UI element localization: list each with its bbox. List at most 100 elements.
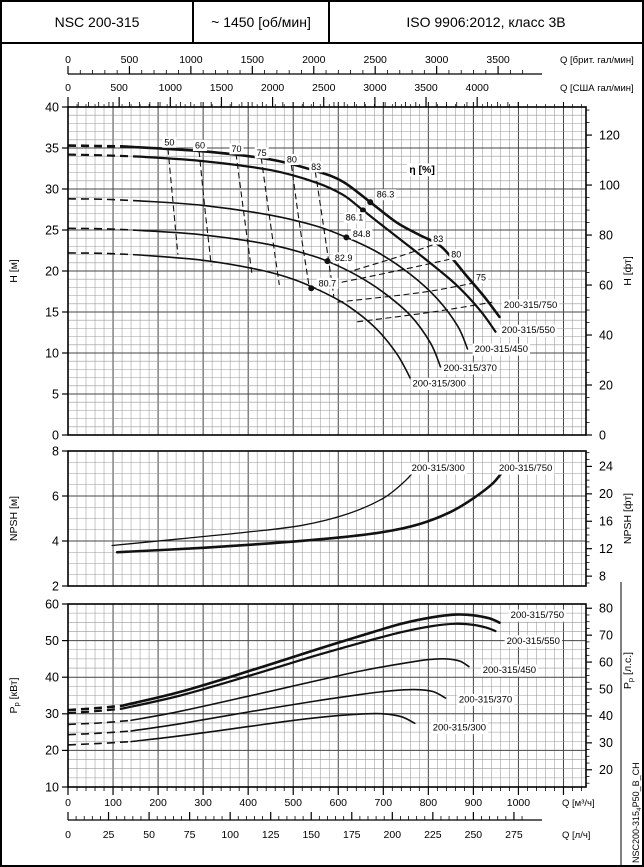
svg-text:500: 500 [284, 797, 302, 809]
right-tick-label: 20 [599, 378, 613, 392]
curve-name-label: 200-315/300 [410, 378, 468, 391]
svg-text:700: 700 [375, 797, 393, 809]
svg-text:35: 35 [45, 141, 59, 155]
bottom-axis1-tick: 1000 [507, 797, 531, 809]
svg-text:60: 60 [195, 141, 205, 151]
bep-dot [367, 199, 374, 206]
bottom-axis1-tick: 200 [149, 797, 167, 809]
efficiency-value-label: 83 [309, 161, 324, 173]
top-axis1-tick: 0 [65, 54, 71, 66]
svg-text:30: 30 [599, 736, 613, 750]
efficiency-value-label: 50 [162, 136, 177, 148]
head-panel [62, 102, 592, 436]
efficiency-contour [314, 171, 335, 297]
pump-standard: ISO 9906:2012, класс 3В [406, 14, 566, 30]
efficiency-value-label: 60 [192, 140, 207, 152]
svg-text:η [%]: η [%] [409, 164, 435, 176]
svg-text:50: 50 [599, 682, 613, 696]
ylabel-right: NPSH [фт] [622, 493, 634, 544]
y-tick-label: 4 [52, 534, 59, 548]
right-tick-label: 80 [599, 602, 613, 616]
bep-value-label: 80.7 [316, 277, 339, 289]
bottom-axis1-title: Q [м³/ч] [562, 798, 595, 809]
right-tick-label: 70 [599, 628, 613, 642]
svg-text:200-315/750: 200-315/750 [504, 300, 557, 311]
document-side-label: NSC200-3154P50_B_CH [631, 762, 643, 863]
svg-text:500: 500 [121, 54, 139, 66]
svg-text:NSC200-3154P50_B_CH: NSC200-3154P50_B_CH [631, 762, 643, 863]
svg-text:200: 200 [384, 829, 402, 841]
svg-text:0: 0 [65, 54, 71, 66]
curve-200-315/750 [120, 145, 501, 319]
bottom-axis1-tick: 300 [194, 797, 212, 809]
efficiency-contour [290, 165, 310, 289]
svg-text:600: 600 [329, 797, 347, 809]
curve-name-label: 200-315/450 [472, 343, 530, 356]
bep-dot [308, 285, 315, 292]
svg-text:1000: 1000 [159, 82, 183, 94]
svg-text:50: 50 [143, 829, 155, 841]
ylabel-right: H [фт] [622, 256, 634, 286]
svg-text:82.9: 82.9 [335, 253, 353, 263]
svg-text:275: 275 [505, 829, 523, 841]
svg-text:Pp [л.с.]: Pp [л.с.] [622, 652, 635, 689]
svg-text:0: 0 [599, 428, 606, 442]
svg-text:NPSH [фт]: NPSH [фт] [622, 493, 634, 544]
bottom-axis2-tick: 275 [505, 829, 523, 841]
efficiency-contour [198, 151, 212, 266]
svg-text:86.1: 86.1 [346, 213, 364, 223]
svg-text:Q [м³/ч]: Q [м³/ч] [562, 798, 595, 809]
y-tick-label: 10 [45, 346, 59, 360]
efficiency-value-label: 75 [254, 147, 269, 159]
bottom-axis1-tick: 900 [465, 797, 483, 809]
top-axis1-title: Q [брит. гал/мин] [560, 55, 634, 66]
svg-text:Q [брит. гал/мин]: Q [брит. гал/мин] [560, 55, 634, 66]
svg-text:900: 900 [465, 797, 483, 809]
top-axis2-tick: 500 [110, 82, 128, 94]
pump-speed: ~ 1450 [об/мин] [194, 2, 330, 42]
svg-text:200-315/750: 200-315/750 [499, 463, 552, 474]
bottom-axis2-tick: 250 [465, 829, 483, 841]
svg-text:2000: 2000 [261, 82, 285, 94]
svg-text:4000: 4000 [465, 82, 489, 94]
svg-text:2500: 2500 [364, 54, 388, 66]
svg-text:20: 20 [45, 744, 59, 758]
svg-text:125: 125 [262, 829, 280, 841]
header-bar: NSC 200-315 ~ 1450 [об/мин] ISO 9906:201… [2, 2, 642, 44]
y-tick-label: 35 [45, 141, 59, 155]
top-axis1-tick: 3000 [425, 54, 449, 66]
svg-text:500: 500 [110, 82, 128, 94]
svg-text:30: 30 [45, 707, 59, 721]
top-axis1-tick: 3500 [486, 54, 510, 66]
svg-text:H [фт]: H [фт] [622, 256, 634, 286]
svg-text:20: 20 [599, 378, 613, 392]
efficiency-value-label: 75 [474, 272, 489, 284]
curve-name-label: 200-315/370 [456, 693, 515, 706]
svg-text:60: 60 [599, 278, 613, 292]
top-axis1-tick: 500 [121, 54, 139, 66]
svg-text:80: 80 [451, 250, 461, 260]
svg-text:200-315/750: 200-315/750 [511, 610, 564, 621]
svg-text:250: 250 [465, 829, 483, 841]
curve-name-label: 200-315/750 [496, 462, 555, 475]
bottom-axis1-tick: 600 [329, 797, 347, 809]
svg-text:200: 200 [149, 797, 167, 809]
y-tick-label: 8 [52, 444, 59, 458]
svg-text:16: 16 [599, 515, 613, 529]
svg-text:H [м]: H [м] [8, 259, 20, 283]
efficiency-value-label: 83 [431, 233, 446, 245]
pump-model: NSC 200-315 [2, 2, 194, 42]
efficiency-value-label: 80 [449, 249, 464, 261]
curve-200-315/370 [139, 229, 442, 368]
bep-dot [324, 258, 331, 265]
bottom-axis1-tick: 800 [420, 797, 438, 809]
svg-text:150: 150 [302, 829, 320, 841]
svg-text:10: 10 [45, 346, 59, 360]
right-tick-label: 100 [599, 178, 620, 192]
svg-text:20: 20 [599, 763, 613, 777]
svg-text:2000: 2000 [302, 54, 326, 66]
y-tick-label: 40 [45, 671, 59, 685]
svg-text:0: 0 [65, 797, 71, 809]
y-tick-label: 25 [45, 223, 59, 237]
